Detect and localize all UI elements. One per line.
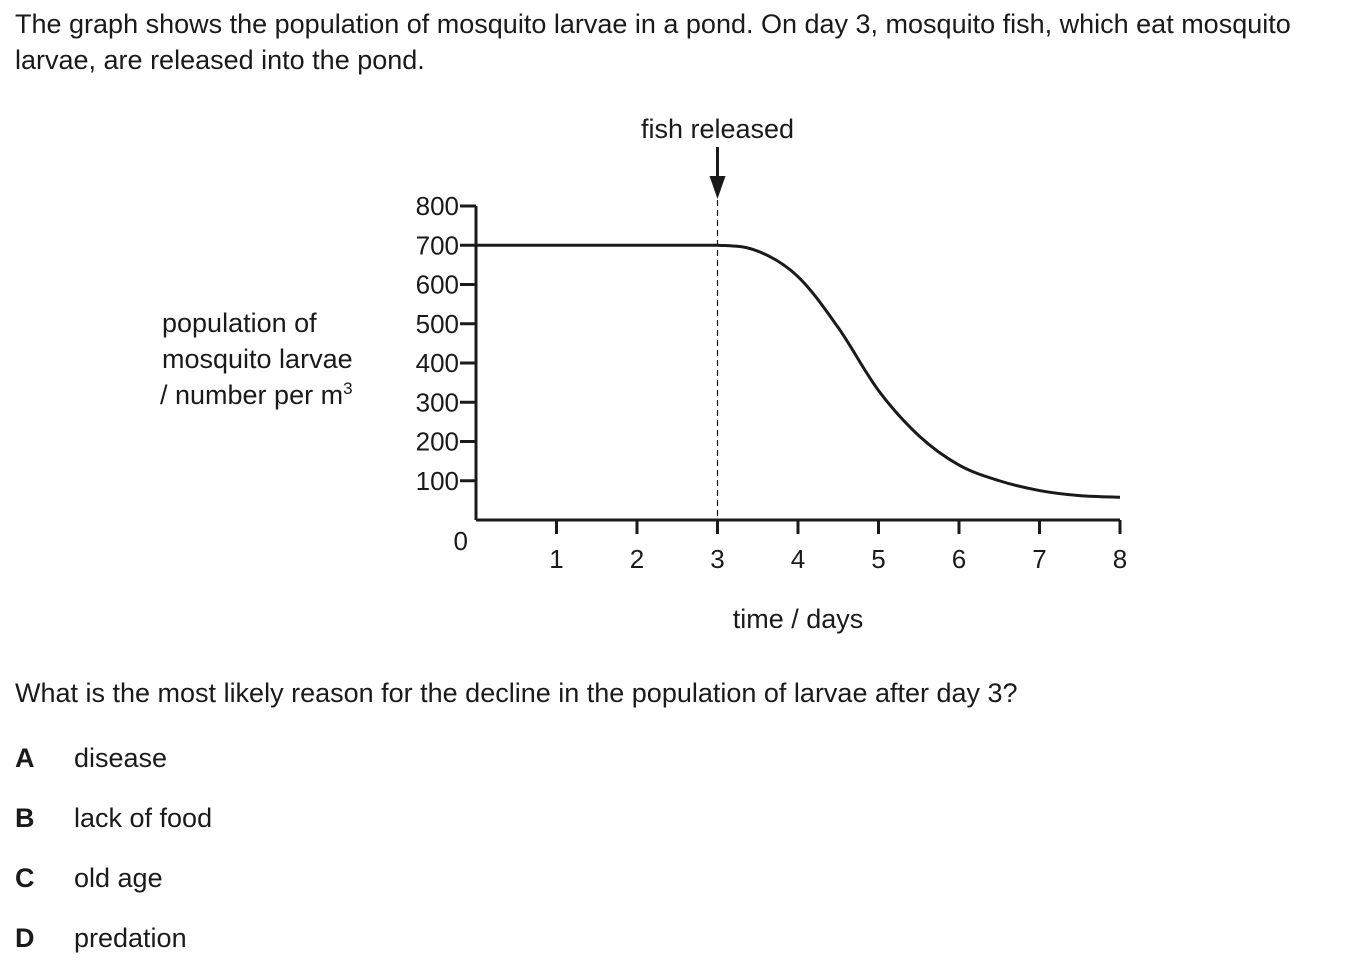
x-tick-label: 2 bbox=[630, 544, 644, 574]
option-d[interactable]: D predation bbox=[15, 920, 212, 980]
option-letter: C bbox=[15, 863, 35, 893]
intro-text: The graph shows the population of mosqui… bbox=[15, 9, 1291, 75]
x-axis-label: time / days bbox=[733, 604, 864, 634]
y-tick-label: 300 bbox=[416, 387, 459, 417]
option-text: predation bbox=[74, 923, 187, 953]
x-tick-label: 3 bbox=[710, 544, 724, 574]
y-axis-label-line: population of bbox=[162, 308, 317, 338]
option-letter: A bbox=[15, 743, 35, 773]
y-tick-label: 700 bbox=[416, 230, 459, 260]
y-tick-label: 800 bbox=[416, 191, 459, 221]
option-letter: B bbox=[15, 803, 35, 833]
y-axis-label-line: / number per m3 bbox=[160, 379, 353, 410]
y-tick-label: 600 bbox=[416, 270, 459, 300]
x-tick-label: 1 bbox=[549, 544, 563, 574]
annotation-label: fish released bbox=[641, 114, 794, 144]
y-tick-label: 500 bbox=[416, 309, 459, 339]
option-text: old age bbox=[74, 863, 163, 893]
annotation-arrow-head bbox=[709, 176, 726, 199]
option-letter: D bbox=[15, 923, 35, 953]
x-tick-label: 8 bbox=[1113, 544, 1127, 574]
y-axis-label-line: mosquito larvae bbox=[162, 344, 353, 374]
y-tick-label: 200 bbox=[416, 427, 459, 457]
option-a[interactable]: A disease bbox=[15, 740, 212, 800]
option-b[interactable]: B lack of food bbox=[15, 800, 212, 860]
y-tick-label: 400 bbox=[416, 348, 459, 378]
x-tick-label: 6 bbox=[952, 544, 966, 574]
population-line bbox=[476, 243, 1121, 499]
answer-options: A disease B lack of food C old age D pre… bbox=[15, 740, 212, 980]
origin-label: 0 bbox=[454, 526, 468, 556]
question-text: What is the most likely reason for the d… bbox=[15, 678, 1018, 708]
option-text: disease bbox=[74, 743, 168, 773]
option-c[interactable]: C old age bbox=[15, 860, 212, 920]
x-tick-label: 4 bbox=[791, 544, 805, 574]
option-text: lack of food bbox=[74, 803, 213, 833]
x-tick-label: 5 bbox=[871, 544, 885, 574]
y-tick-label: 100 bbox=[416, 466, 459, 496]
x-tick-label: 7 bbox=[1032, 544, 1046, 574]
